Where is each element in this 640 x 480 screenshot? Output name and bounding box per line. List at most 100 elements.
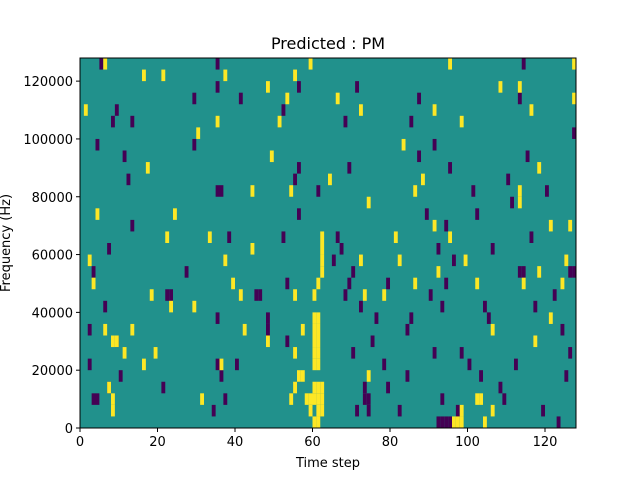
- heatmap-cell-low: [215, 358, 220, 371]
- heatmap-cell-high: [269, 150, 274, 163]
- heatmap-cell-low: [502, 393, 507, 405]
- heatmap-cell-low: [455, 404, 460, 417]
- y-tick-label: 0: [65, 422, 73, 437]
- heatmap-cell-high: [316, 335, 321, 348]
- heatmap-cell-low: [95, 393, 100, 405]
- heatmap-cell-high: [517, 196, 522, 209]
- heatmap-cell-high: [490, 323, 495, 336]
- heatmap-cell-high: [362, 289, 367, 301]
- heatmap-cell-low: [517, 266, 522, 278]
- heatmap-cell-high: [448, 58, 453, 70]
- y-axis-label: Frequency (Hz): [0, 194, 14, 292]
- heatmap-cell-low: [285, 335, 290, 348]
- heatmap-cell-high: [397, 254, 402, 267]
- heatmap-cell-high: [142, 69, 146, 82]
- heatmap-cell-low: [339, 243, 344, 255]
- heatmap-cell-low: [533, 300, 538, 313]
- heatmap-cell-high: [266, 81, 270, 93]
- heatmap-cell-low: [386, 381, 391, 394]
- heatmap-cell-low: [440, 416, 445, 428]
- heatmap-cell-high: [328, 173, 332, 186]
- heatmap-cell-high: [293, 381, 298, 394]
- heatmap-cell-low: [161, 381, 166, 394]
- heatmap-cell-high: [401, 138, 406, 151]
- heatmap-cell-low: [479, 370, 484, 382]
- heatmap-cell-high: [320, 243, 325, 255]
- heatmap-cell-high: [153, 347, 158, 359]
- heatmap-cell-high: [320, 266, 325, 278]
- heatmap-cell-high: [293, 347, 298, 359]
- heatmap-cell-low: [541, 404, 546, 417]
- heatmap-cell-high: [111, 393, 115, 405]
- heatmap-cell-high: [312, 381, 317, 394]
- heatmap-cell-low: [428, 289, 433, 301]
- heatmap-cell-low: [118, 370, 123, 382]
- heatmap-cell-low: [258, 289, 263, 301]
- heatmap-cell-high: [475, 393, 480, 405]
- heatmap-cells: [83, 58, 577, 428]
- heatmap-cell-low: [215, 81, 220, 93]
- heatmap-cell-high: [483, 416, 487, 428]
- heatmap-cell-high: [312, 416, 317, 428]
- heatmap-cell-high: [436, 266, 441, 278]
- heatmap-cell-low: [211, 404, 216, 417]
- x-tick-label: 120: [533, 435, 558, 450]
- heatmap-cell-high: [572, 58, 577, 70]
- heatmap-cell-low: [432, 138, 437, 151]
- heatmap-cell-low: [122, 150, 127, 163]
- heatmap-cell-high: [393, 231, 398, 243]
- heatmap-cell-high: [316, 277, 321, 290]
- heatmap-cell-low: [227, 231, 232, 243]
- heatmap-cell-high: [320, 393, 325, 405]
- heatmap-cell-high: [316, 323, 321, 336]
- heatmap-cell-high: [145, 162, 150, 174]
- heatmap-cell-high: [320, 254, 325, 267]
- heatmap-cell-high: [320, 231, 325, 243]
- heatmap-cell-high: [529, 104, 534, 116]
- heatmap-cell-low: [347, 162, 352, 174]
- heatmap-cell-low: [560, 323, 565, 336]
- heatmap-cell-low: [87, 323, 92, 336]
- y-axis: 0 20000 40000 60000 80000 100000 120000: [23, 75, 80, 437]
- heatmap-cell-high: [223, 69, 228, 82]
- heatmap-cell-low: [126, 173, 131, 186]
- heatmap-cell-high: [316, 381, 321, 394]
- heatmap-cell-low: [529, 231, 534, 243]
- heatmap-cell-high: [479, 393, 484, 405]
- heatmap-cell-high: [231, 277, 236, 290]
- heatmap-cell-low: [572, 127, 577, 139]
- heatmap-cell-low: [266, 312, 270, 324]
- heatmap-cell-high: [312, 289, 317, 301]
- heatmap-cell-low: [107, 243, 112, 255]
- heatmap-cell-low: [545, 185, 549, 197]
- heatmap-cell-high: [161, 69, 166, 82]
- heatmap-cell-high: [312, 393, 317, 405]
- heatmap-cell-high: [192, 300, 197, 313]
- heatmap-cell-low: [351, 347, 356, 359]
- heatmap-cell-high: [413, 185, 418, 197]
- heatmap-cell-high: [548, 219, 553, 232]
- heatmap-cell-high: [293, 69, 298, 82]
- heatmap-cell-high: [142, 358, 146, 371]
- heatmap-cell-high: [537, 162, 542, 174]
- heatmap-cell-low: [331, 254, 336, 267]
- heatmap-cell-high: [165, 231, 170, 243]
- heatmap-cell-high: [382, 289, 387, 301]
- x-axis-label: Time step: [295, 456, 360, 471]
- heatmap-cell-low: [355, 81, 360, 93]
- heatmap-cell-high: [537, 266, 542, 278]
- heatmap-cell-low: [475, 208, 480, 220]
- heatmap-cell-high: [316, 393, 321, 405]
- heatmap-cell-high: [320, 381, 325, 394]
- heatmap-cell-low: [444, 277, 449, 290]
- heatmap-cell-high: [366, 196, 371, 209]
- heatmap-cell-low: [184, 266, 189, 278]
- heatmap-cell-low: [130, 115, 135, 128]
- heatmap-cell-high: [316, 416, 321, 428]
- heatmap-cell-high: [223, 254, 228, 267]
- heatmap-cell-low: [192, 138, 197, 151]
- heatmap-cell-high: [289, 393, 294, 405]
- heatmap-cell-high: [432, 104, 437, 116]
- heatmap-cell-low: [409, 312, 414, 324]
- heatmap-cell-low: [444, 219, 449, 232]
